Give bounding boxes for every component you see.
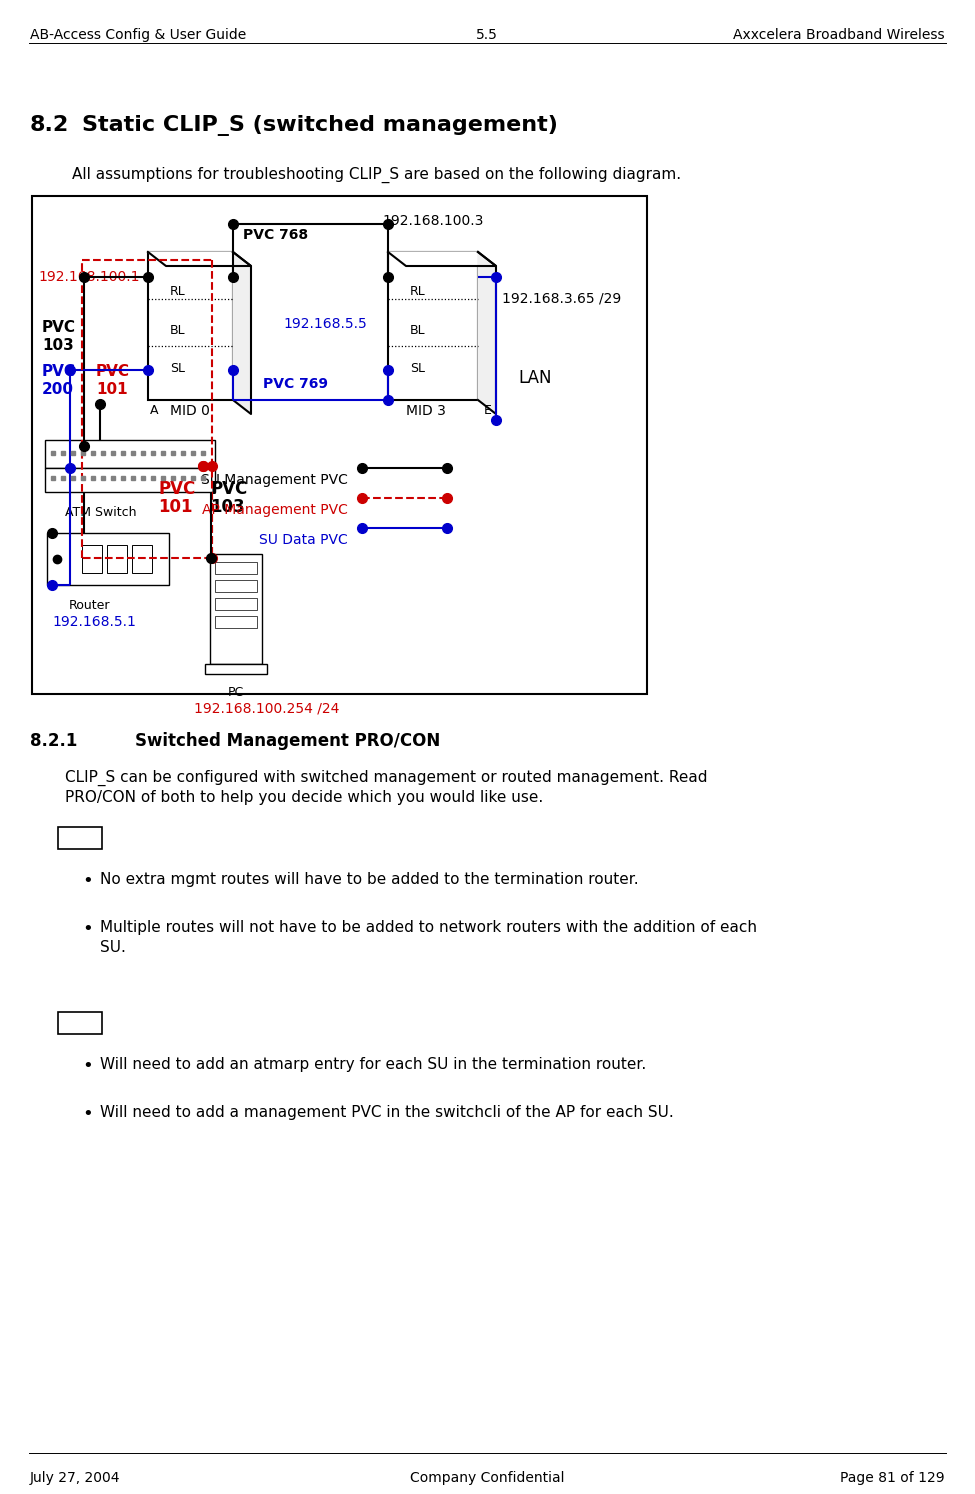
Text: 101: 101	[158, 498, 192, 515]
Text: 192.168.100.254 /24: 192.168.100.254 /24	[194, 702, 339, 716]
Polygon shape	[148, 252, 251, 266]
Bar	[148, 252, 233, 400]
Text: Company Confidential: Company Confidential	[410, 1472, 565, 1485]
Text: No extra mgmt routes will have to be added to the termination router.: No extra mgmt routes will have to be add…	[100, 872, 639, 887]
Text: Page 81 of 129: Page 81 of 129	[840, 1472, 945, 1485]
Bar	[132, 545, 152, 574]
Text: 192.168.5.5: 192.168.5.5	[283, 317, 367, 332]
Bar	[32, 196, 647, 695]
Text: PRO/CON of both to help you decide which you would like use.: PRO/CON of both to help you decide which…	[65, 790, 543, 805]
Circle shape	[527, 320, 583, 376]
Text: AB-Access Config & User Guide: AB-Access Config & User Guide	[30, 28, 247, 42]
Text: 192.168.3.65 /29: 192.168.3.65 /29	[502, 291, 621, 306]
Text: 192.168.5.1: 192.168.5.1	[52, 616, 136, 629]
Text: Will need to add an atmarp entry for each SU in the termination router.: Will need to add an atmarp entry for eac…	[100, 1056, 646, 1073]
Text: ATM Switch: ATM Switch	[65, 506, 136, 518]
Text: SL: SL	[410, 362, 425, 375]
Text: 103: 103	[42, 338, 74, 353]
Text: CLIP_S can be configured with switched management or routed management. Read: CLIP_S can be configured with switched m…	[65, 769, 708, 786]
Text: CON: CON	[65, 1014, 101, 1029]
Text: •: •	[82, 1056, 93, 1076]
Text: AP Management PVC: AP Management PVC	[202, 503, 348, 517]
Bar	[47, 533, 169, 586]
Bar	[215, 616, 257, 627]
Text: •: •	[82, 920, 93, 938]
Text: PVC: PVC	[96, 365, 130, 379]
Bar	[58, 828, 102, 849]
Text: 192.168.100.1: 192.168.100.1	[38, 270, 139, 284]
Bar	[58, 1011, 102, 1034]
Text: Will need to add a management PVC in the switchcli of the AP for each SU.: Will need to add a management PVC in the…	[100, 1106, 674, 1120]
Text: •: •	[82, 872, 93, 890]
Text: 8.2: 8.2	[30, 115, 69, 134]
Text: 200: 200	[42, 382, 74, 397]
Text: PRO: PRO	[65, 831, 100, 846]
Bar	[45, 441, 215, 468]
Text: PVC 769: PVC 769	[263, 376, 328, 391]
Circle shape	[491, 329, 579, 415]
Text: SU Data PVC: SU Data PVC	[259, 533, 348, 547]
Text: •: •	[82, 1106, 93, 1123]
Text: RL: RL	[170, 285, 186, 297]
Text: PVC: PVC	[158, 480, 195, 498]
Text: RL: RL	[410, 285, 426, 297]
Bar	[215, 580, 257, 592]
Polygon shape	[478, 252, 496, 414]
Text: 8.2.1: 8.2.1	[30, 732, 77, 750]
Text: PC: PC	[228, 686, 244, 699]
Bar	[215, 562, 257, 574]
Polygon shape	[233, 252, 251, 414]
Text: Multiple routes will not have to be added to network routers with the addition o: Multiple routes will not have to be adde…	[100, 920, 757, 935]
Text: PVC 768: PVC 768	[243, 229, 308, 242]
Text: SL: SL	[170, 362, 185, 375]
Bar	[215, 598, 257, 610]
Text: All assumptions for troubleshooting CLIP_S are based on the following diagram.: All assumptions for troubleshooting CLIP…	[72, 167, 682, 184]
Text: Router: Router	[69, 599, 110, 613]
Text: LAN: LAN	[519, 369, 552, 387]
Text: BL: BL	[170, 324, 185, 338]
Bar	[107, 545, 127, 574]
Text: Axxcelera Broadband Wireless: Axxcelera Broadband Wireless	[733, 28, 945, 42]
Circle shape	[490, 323, 546, 378]
Circle shape	[465, 357, 531, 423]
Text: BL: BL	[410, 324, 426, 338]
Text: 103: 103	[210, 498, 245, 515]
Text: E: E	[484, 403, 491, 417]
Bar	[210, 554, 262, 663]
Text: MID 0: MID 0	[170, 403, 210, 418]
Text: SU.: SU.	[100, 940, 126, 955]
Polygon shape	[388, 252, 496, 266]
Text: MID 3: MID 3	[406, 403, 446, 418]
Bar	[45, 468, 215, 492]
Text: PVC: PVC	[42, 365, 76, 379]
Text: PVC: PVC	[42, 320, 76, 335]
Text: 192.168.100.3: 192.168.100.3	[382, 214, 484, 229]
Text: 101: 101	[96, 382, 128, 397]
Text: Switched Management PRO/CON: Switched Management PRO/CON	[135, 732, 441, 750]
Text: PVC: PVC	[210, 480, 248, 498]
Text: 5.5: 5.5	[476, 28, 498, 42]
Text: A: A	[150, 403, 159, 417]
Text: SU Management PVC: SU Management PVC	[201, 474, 348, 487]
Circle shape	[512, 309, 562, 360]
Text: July 27, 2004: July 27, 2004	[30, 1472, 121, 1485]
Text: Static CLIP_S (switched management): Static CLIP_S (switched management)	[82, 115, 558, 136]
Bar	[388, 252, 478, 400]
Bar	[82, 545, 102, 574]
Circle shape	[540, 357, 606, 423]
Bar	[205, 663, 267, 674]
